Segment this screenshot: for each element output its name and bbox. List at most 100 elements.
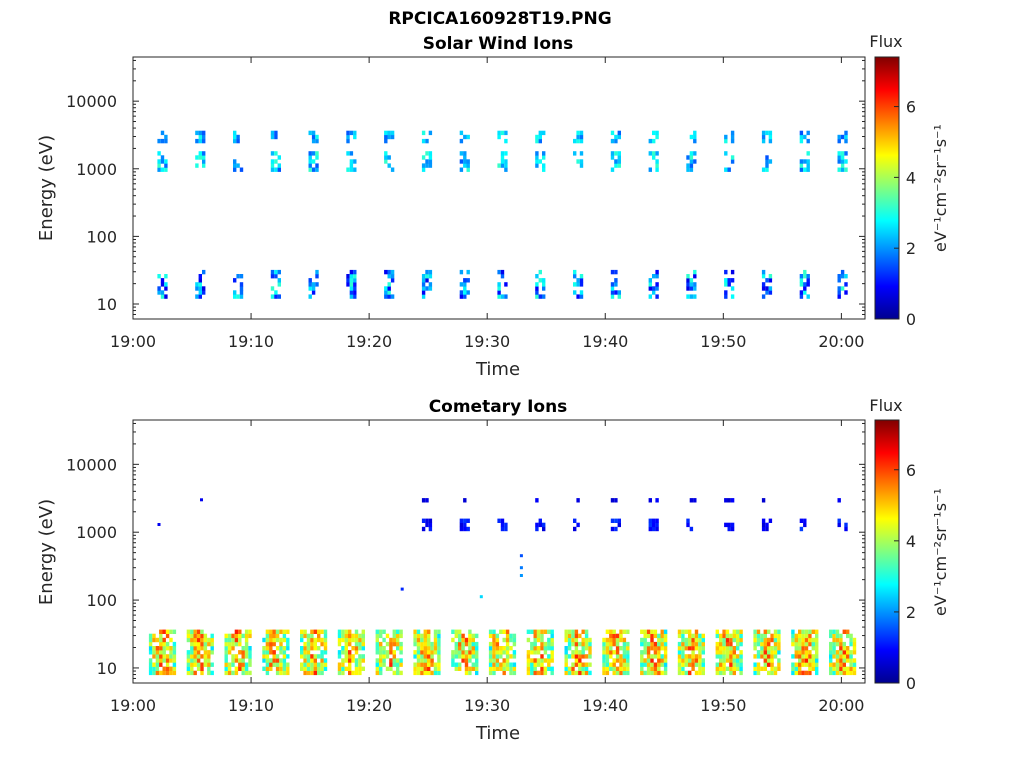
heatmap-cell xyxy=(835,654,840,659)
heatmap-cell xyxy=(763,633,767,639)
heatmap-cell xyxy=(385,650,390,655)
heatmap-cell xyxy=(691,658,695,663)
heatmap-cell xyxy=(421,526,426,532)
heatmap-cell xyxy=(379,633,383,639)
y-tick-label: 10000 xyxy=(66,455,117,474)
heatmap-cell xyxy=(804,670,809,676)
heatmap-cell xyxy=(550,641,554,647)
heatmap-cell xyxy=(732,658,736,663)
heatmap-cell xyxy=(526,637,531,643)
heatmap-cell xyxy=(535,274,539,279)
heatmap-cell xyxy=(698,633,702,639)
heatmap-cell xyxy=(390,294,395,299)
heatmap-cell xyxy=(526,629,531,634)
heatmap-cell xyxy=(463,282,467,287)
heatmap-cell xyxy=(279,641,283,647)
heatmap-cell xyxy=(464,650,469,655)
heatmap-cell xyxy=(689,167,694,172)
heatmap-cell xyxy=(428,526,433,532)
heatmap-cell xyxy=(681,637,685,643)
heatmap-cell xyxy=(396,633,400,639)
heatmap-cell xyxy=(605,650,610,655)
heatmap-cell xyxy=(799,130,804,136)
heatmap-cell xyxy=(270,159,275,164)
heatmap-cell xyxy=(688,637,692,643)
heatmap-cell xyxy=(463,526,467,532)
heatmap-cell xyxy=(433,666,438,671)
heatmap-cell xyxy=(609,662,613,667)
heatmap-cell xyxy=(543,658,548,663)
heatmap-cell xyxy=(495,658,500,663)
heatmap-cell xyxy=(265,654,270,659)
heatmap-cell xyxy=(504,138,508,144)
heatmap-cell xyxy=(461,646,465,651)
heatmap-cell xyxy=(698,666,702,671)
heatmap-cell xyxy=(152,637,156,643)
heatmap-cell xyxy=(349,290,354,295)
heatmap-cell xyxy=(808,641,812,647)
x-tick-label: 19:30 xyxy=(464,332,510,351)
heatmap-cell xyxy=(399,670,403,676)
heatmap-cell xyxy=(719,633,723,639)
heatmap-cell xyxy=(837,278,841,283)
heatmap-cell xyxy=(688,670,692,676)
heatmap-cell xyxy=(540,641,544,647)
heatmap-cell xyxy=(686,522,690,528)
heatmap-cell xyxy=(681,646,685,651)
heatmap-cell xyxy=(430,662,434,667)
heatmap-cell xyxy=(159,633,163,639)
heatmap-cell xyxy=(248,633,252,639)
heatmap-cell xyxy=(803,282,807,287)
heatmap-cell xyxy=(760,633,764,639)
heatmap-cell xyxy=(241,658,245,663)
heatmap-cell xyxy=(203,662,208,667)
heatmap-cell xyxy=(626,670,630,676)
heatmap-cell xyxy=(588,646,592,651)
heatmap-cell xyxy=(159,670,163,676)
heatmap-cell xyxy=(729,662,733,667)
heatmap-cell xyxy=(653,646,658,651)
heatmap-cell xyxy=(169,666,173,671)
heatmap-cell xyxy=(767,662,771,667)
heatmap-cell xyxy=(463,498,467,503)
heatmap-cell xyxy=(198,286,202,291)
heatmap-cell xyxy=(420,658,424,663)
heatmap-cell xyxy=(526,654,531,659)
heatmap-cell xyxy=(379,629,383,634)
heatmap-cell xyxy=(724,167,728,172)
heatmap-cell xyxy=(193,658,197,663)
heatmap-cell xyxy=(420,666,424,671)
heatmap-cell xyxy=(190,633,194,639)
heatmap-cell xyxy=(550,666,554,671)
y-tick-label: 10 xyxy=(97,659,117,678)
heatmap-cell xyxy=(730,134,735,140)
heatmap-cell xyxy=(224,662,228,667)
heatmap-cell xyxy=(458,633,462,639)
heatmap-cell xyxy=(840,274,845,279)
heatmap-cell xyxy=(839,658,843,663)
heatmap-cell xyxy=(732,646,736,651)
heatmap-cell xyxy=(573,274,577,279)
heatmap-cell xyxy=(495,650,500,655)
heatmap-cell xyxy=(660,633,664,639)
heatmap-cell xyxy=(650,658,654,663)
heatmap-cell xyxy=(463,134,467,140)
heatmap-cell xyxy=(358,637,362,643)
heatmap-cell xyxy=(164,134,168,140)
heatmap-cell xyxy=(846,646,850,651)
heatmap-cell xyxy=(729,633,733,639)
heatmap-cell xyxy=(533,662,537,667)
heatmap-cell xyxy=(646,633,651,639)
heatmap-cell xyxy=(475,670,479,676)
heatmap-cell xyxy=(425,278,429,283)
heatmap-cell xyxy=(698,641,702,647)
heatmap-cell xyxy=(798,646,802,651)
heatmap-cell xyxy=(732,650,736,655)
heatmap-cell xyxy=(396,666,400,671)
heatmap-cell xyxy=(730,526,735,532)
heatmap-cell xyxy=(346,130,350,136)
heatmap-cell xyxy=(162,646,166,651)
heatmap-cell xyxy=(354,650,359,655)
heatmap-cell xyxy=(262,658,266,663)
heatmap-cell xyxy=(653,641,658,647)
